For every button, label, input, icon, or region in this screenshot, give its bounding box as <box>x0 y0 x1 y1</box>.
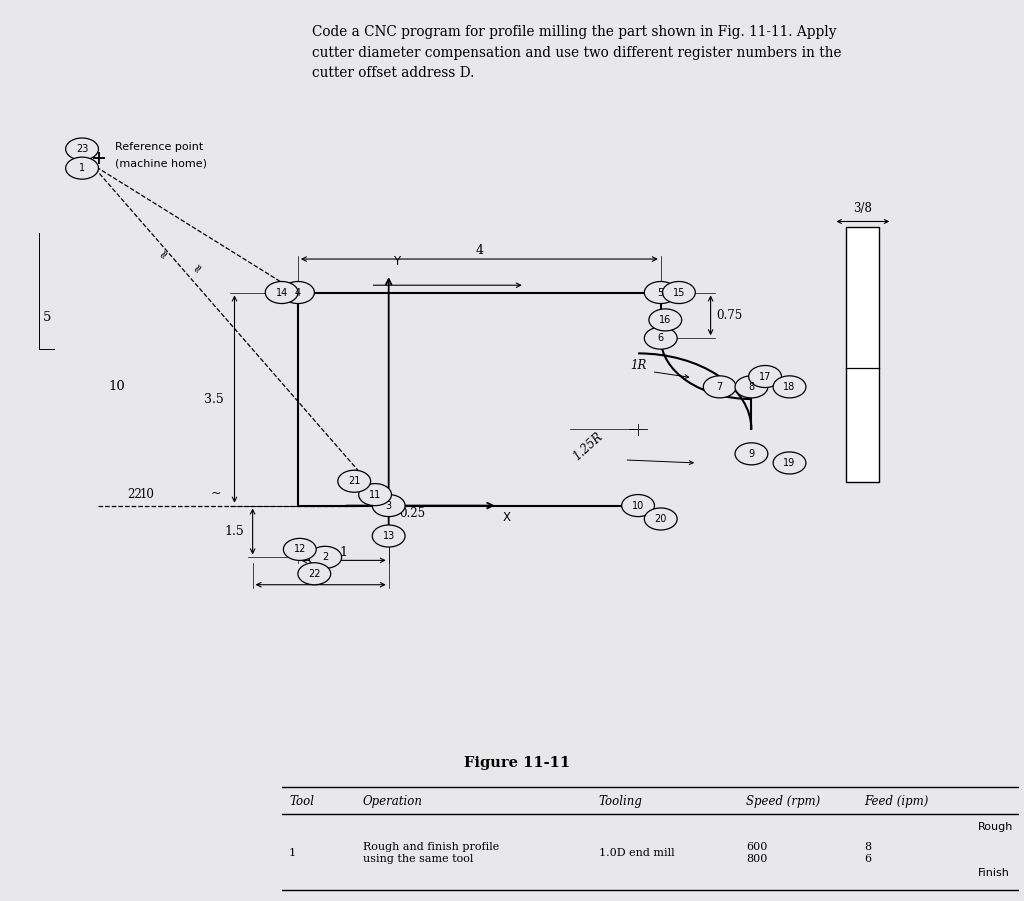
Text: Reference point: Reference point <box>115 142 203 152</box>
Text: 18: 18 <box>783 382 796 392</box>
Text: ≈: ≈ <box>156 245 172 261</box>
Circle shape <box>644 508 677 530</box>
Text: 1.5: 1.5 <box>310 570 331 583</box>
Circle shape <box>66 157 98 179</box>
Text: 23: 23 <box>76 144 88 154</box>
Circle shape <box>644 327 677 350</box>
Text: 10: 10 <box>139 488 155 501</box>
Text: 1: 1 <box>289 848 296 858</box>
Circle shape <box>735 376 768 398</box>
Text: Rough and finish profile
using the same tool: Rough and finish profile using the same … <box>362 842 499 864</box>
Text: 9: 9 <box>749 449 755 459</box>
Text: 3/8: 3/8 <box>853 202 872 214</box>
Text: 1R: 1R <box>630 359 646 371</box>
Text: 5: 5 <box>43 311 51 323</box>
Text: 7: 7 <box>717 382 723 392</box>
Text: 8: 8 <box>749 382 755 392</box>
Circle shape <box>749 366 781 387</box>
Text: 22: 22 <box>308 569 321 578</box>
Text: 3: 3 <box>386 501 392 511</box>
Text: 10: 10 <box>109 380 125 393</box>
Text: 14: 14 <box>275 287 288 297</box>
Circle shape <box>373 525 406 547</box>
Text: Code a CNC program for profile milling the part shown in Fig. 11-11. Apply
cutte: Code a CNC program for profile milling t… <box>312 25 842 80</box>
Text: 11: 11 <box>369 489 381 500</box>
Text: 16: 16 <box>659 315 672 325</box>
Circle shape <box>338 470 371 492</box>
Circle shape <box>309 546 342 569</box>
Circle shape <box>622 495 654 516</box>
Text: 5: 5 <box>657 287 664 297</box>
Text: 3.5: 3.5 <box>205 393 224 405</box>
Text: 1.5: 1.5 <box>224 524 244 538</box>
Circle shape <box>265 281 298 304</box>
Text: ≈: ≈ <box>190 259 207 276</box>
Text: Finish: Finish <box>978 868 1011 878</box>
Circle shape <box>373 495 406 516</box>
Text: 12: 12 <box>294 544 306 554</box>
Circle shape <box>358 484 391 505</box>
Text: ~: ~ <box>211 487 221 500</box>
Text: Tool: Tool <box>289 795 314 807</box>
Text: 10: 10 <box>632 501 644 511</box>
Text: Tooling: Tooling <box>599 795 642 807</box>
Text: Speed (rpm): Speed (rpm) <box>746 795 820 807</box>
Text: 0.25: 0.25 <box>399 507 426 520</box>
Circle shape <box>649 309 682 331</box>
Circle shape <box>703 376 736 398</box>
Text: 20: 20 <box>654 514 667 524</box>
Text: 1.0​D end mill: 1.0​D end mill <box>599 848 674 858</box>
Circle shape <box>735 442 768 465</box>
Text: Rough: Rough <box>978 822 1014 833</box>
Text: 15: 15 <box>673 287 685 297</box>
Text: Operation: Operation <box>362 795 423 807</box>
Circle shape <box>773 452 806 474</box>
Text: Figure 11-11: Figure 11-11 <box>464 756 570 770</box>
Text: 1.25R: 1.25R <box>570 430 605 463</box>
Text: 6: 6 <box>657 333 664 343</box>
Bar <box>847 227 880 482</box>
Circle shape <box>284 539 316 560</box>
Circle shape <box>644 281 677 304</box>
Text: Feed (ipm): Feed (ipm) <box>864 795 929 807</box>
Text: 21: 21 <box>348 477 360 487</box>
Text: 13: 13 <box>383 531 395 541</box>
Text: 17: 17 <box>759 371 771 381</box>
Circle shape <box>282 281 314 304</box>
Text: 8
6: 8 6 <box>864 842 871 864</box>
Text: Y: Y <box>393 256 400 268</box>
Text: 0.75: 0.75 <box>717 309 743 323</box>
Text: 22: 22 <box>127 488 142 501</box>
Circle shape <box>663 281 695 304</box>
Text: 1: 1 <box>79 163 85 173</box>
Text: 2: 2 <box>323 552 329 562</box>
Text: 600
800: 600 800 <box>746 842 767 864</box>
Circle shape <box>66 138 98 160</box>
Text: 4: 4 <box>475 244 483 258</box>
Circle shape <box>773 376 806 398</box>
Text: (machine home): (machine home) <box>115 159 207 168</box>
Text: 4: 4 <box>295 287 301 297</box>
Text: 1: 1 <box>339 546 347 559</box>
Circle shape <box>298 563 331 585</box>
Text: X: X <box>503 512 511 524</box>
Text: 19: 19 <box>783 458 796 468</box>
